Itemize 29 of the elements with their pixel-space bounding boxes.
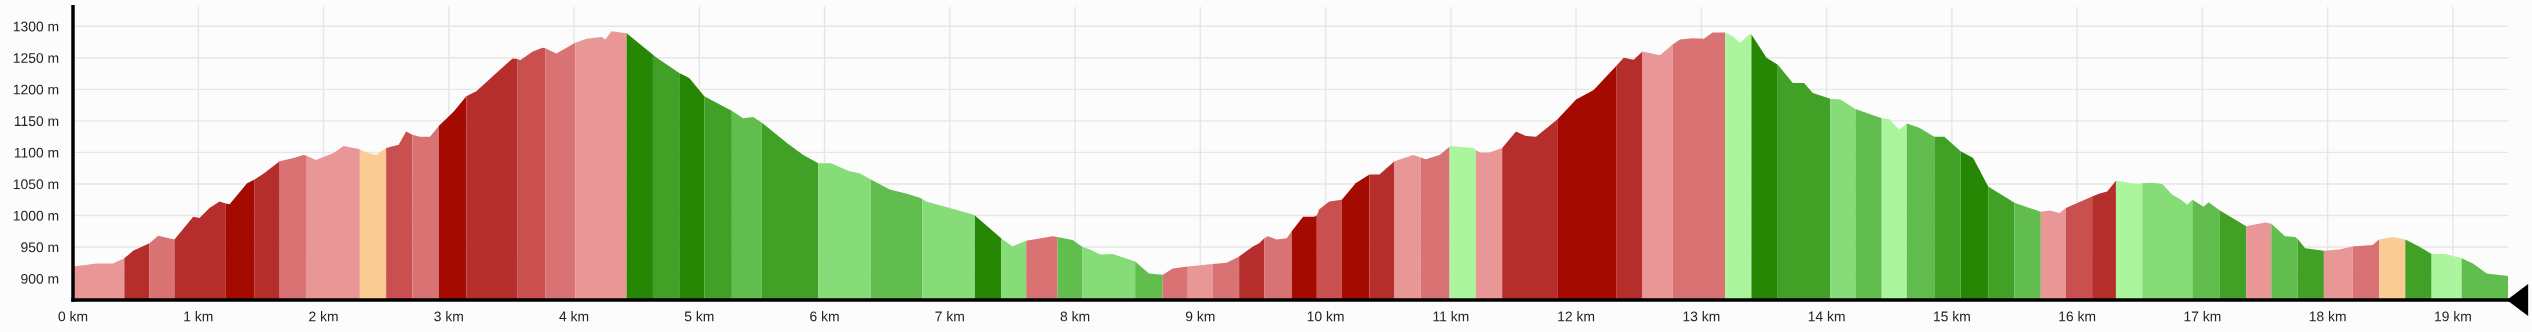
x-tick-label: 0 km	[58, 311, 88, 322]
x-tick-label: 7 km	[935, 311, 964, 322]
x-tick-label: 10 km	[1307, 311, 1344, 322]
y-tick-label: 1200 m	[13, 84, 59, 95]
x-tick-label: 8 km	[1060, 311, 1090, 322]
x-tick-label: 19 km	[2435, 311, 2471, 322]
y-tick-label: 950 m	[21, 242, 59, 253]
x-tick-label: 12 km	[1558, 311, 1595, 322]
x-tick-label: 6 km	[810, 311, 839, 322]
y-tick-label: 1150 m	[14, 116, 59, 127]
x-tick-label: 5 km	[684, 311, 714, 322]
x-tick-label: 13 km	[1683, 311, 1720, 322]
y-tick-label: 1050 m	[13, 179, 59, 190]
y-tick-label: 1000 m	[13, 210, 59, 221]
x-tick-label: 18 km	[2309, 311, 2346, 322]
x-tick-label: 11 km	[1433, 311, 1469, 322]
y-tick-label: 1100 m	[14, 147, 59, 158]
x-tick-label: 3 km	[434, 311, 463, 322]
x-tick-label: 1 km	[184, 311, 213, 322]
x-tick-label: 2 km	[309, 311, 338, 322]
x-tick-label: 15 km	[1934, 311, 1970, 322]
y-tick-label: 1250 m	[13, 53, 59, 63]
x-tick-label: 9 km	[1185, 311, 1215, 322]
y-tick-label: 1300 m	[13, 21, 59, 32]
y-tick-label: 900 m	[21, 273, 59, 284]
x-tick-label: 14 km	[1808, 311, 1845, 322]
x-tick-label: 4 km	[559, 311, 589, 322]
x-tick-label: 17 km	[2184, 311, 2221, 322]
x-tick-label: 16 km	[2059, 311, 2096, 322]
